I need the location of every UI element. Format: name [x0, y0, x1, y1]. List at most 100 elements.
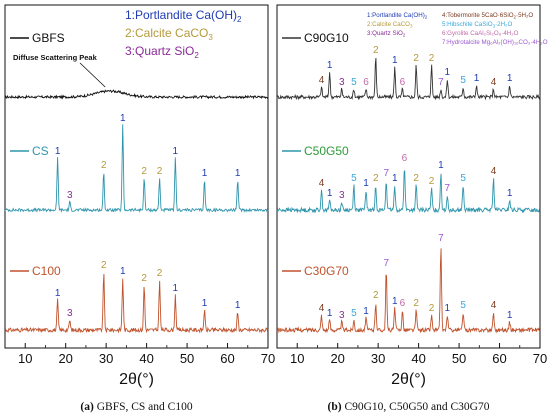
legend-text: 3:Quartz SiO: [367, 30, 403, 37]
legend-text: 1:Portlandite Ca(OH): [125, 8, 237, 22]
x-tick-label: 50: [452, 351, 466, 366]
series-name-label: GBFS: [32, 31, 65, 45]
x-tick-label: 70: [261, 351, 275, 366]
peak-label: 1: [173, 146, 179, 157]
peak-label: 2: [157, 268, 163, 279]
peak-label: 1: [445, 67, 451, 78]
peak-label: 1: [327, 308, 333, 319]
legend-entry: 5:Hibschite CaSiO3·2H₂O: [442, 21, 512, 29]
legend-text: 3:Quartz SiO: [125, 44, 194, 58]
x-axis-title: 2θ(°): [119, 371, 154, 388]
legend-tail: ·5H₂O: [516, 12, 533, 19]
peak-label: 2: [157, 166, 163, 177]
peak-label: 2: [141, 166, 147, 177]
legend-subscript: 3: [493, 24, 496, 29]
legend-text: 2:Calcite CaCO: [125, 26, 208, 40]
legend-subscript: 3: [410, 24, 413, 29]
legend-entry: 4:Tobermorite 5CaO·6SiO2·5H₂O: [442, 12, 533, 20]
peak-label: 5: [351, 173, 357, 184]
series-name-label: CS: [32, 144, 49, 158]
series-line-GBFS: [4, 89, 269, 100]
peak-label: 2: [429, 303, 435, 314]
plot-frame: [4, 4, 269, 349]
peak-label: 7: [438, 77, 444, 88]
peak-label: 1: [327, 60, 333, 71]
peak-label: 1: [55, 146, 61, 157]
peak-label: 5: [351, 77, 357, 88]
peak-label: 3: [339, 190, 345, 201]
peak-label: 1: [327, 188, 333, 199]
peak-label: 5: [460, 173, 466, 184]
caption-text: GBFS, CS and C100: [94, 401, 193, 413]
legend-entry: 3:Quartz SiO2: [367, 30, 406, 38]
peak-label: 1: [120, 266, 126, 277]
legend-subscript: 2: [403, 33, 406, 38]
x-tick-label: 20: [58, 351, 72, 366]
peak-label: 4: [491, 300, 497, 311]
peak-label: 3: [67, 190, 73, 201]
x-tick-label: 60: [220, 351, 234, 366]
peak-label: 7: [438, 233, 444, 244]
legend-entry: 2:Calcite CaCO3: [125, 26, 213, 42]
x-tick-label: 20: [330, 351, 344, 366]
peak-label: 1: [235, 168, 241, 179]
legend-subscript: 2: [194, 51, 199, 60]
annotation-arrow: [79, 62, 106, 88]
peak-label: 2: [141, 273, 147, 284]
peak-label: 3: [67, 308, 73, 319]
legend-entry: 7:Hydrotalcite Mg₆Al₂(OH)₁₆CO₃·4H₂O: [442, 39, 548, 46]
x-tick-label: 10: [18, 351, 32, 366]
peak-label: 2: [413, 173, 419, 184]
panel-a: 10 20 30 40 50 60 70 2θ(°) (a) GBFS, CS and C100…: [4, 4, 275, 413]
peak-label: 1: [507, 73, 513, 84]
peak-label: 6: [400, 298, 406, 309]
x-axis-title: 2θ(°): [391, 371, 426, 388]
peak-label: 1: [438, 160, 444, 171]
peak-label: 1: [392, 55, 398, 66]
peak-label: 1: [507, 310, 513, 321]
peak-label: 6: [363, 77, 369, 88]
peak-label: 4: [319, 178, 325, 189]
legend-text: 6:Gyrolite CaAl₂Si₂O₈·4H₂O: [442, 30, 519, 37]
legend-entry: 3:Quartz SiO2: [125, 44, 199, 60]
peak-label: 1: [392, 296, 398, 307]
peak-label: 1: [445, 303, 451, 314]
series-name-label: C90G10: [304, 31, 349, 45]
x-tick-label: 70: [533, 351, 547, 366]
series-line-CS: [4, 124, 269, 213]
peak-label: 1: [363, 306, 369, 317]
legend-text: 7:Hydrotalcite Mg₆Al₂(OH)₁₆CO₃·4H₂O: [442, 39, 548, 46]
peak-label: 1: [202, 168, 208, 179]
legend-entry: 2:Calcite CaCO3: [367, 21, 413, 29]
peak-label: 1: [120, 113, 126, 124]
peak-label: 1: [55, 288, 61, 299]
legend-entry: 6:Gyrolite CaAl₂Si₂O₈·4H₂O: [442, 30, 519, 37]
legend-text: 5:Hibschite CaSiO: [442, 21, 493, 28]
peak-label: 6: [400, 77, 406, 88]
peak-label: 2: [429, 176, 435, 187]
plot-frame: [276, 4, 541, 349]
peak-label: 5: [351, 308, 357, 319]
peak-label: 5: [460, 300, 466, 311]
panel-caption: (a) GBFS, CS and C100: [80, 401, 192, 413]
peak-label: 1: [363, 178, 369, 189]
x-tick-label: 30: [99, 351, 113, 366]
legend-subscript: 2: [237, 15, 242, 24]
series-name-label: C30G70: [304, 264, 349, 278]
peak-label: 7: [383, 258, 389, 269]
series-line-C90G10: [276, 57, 541, 101]
legend-entry: 1:Portlandite Ca(OH)2: [367, 12, 428, 20]
legend-subscript: 2: [514, 15, 517, 20]
series-name-label: C100: [32, 264, 61, 278]
x-tick-label: 40: [139, 351, 153, 366]
legend-tail: ·2H₂O: [495, 21, 512, 28]
peak-label: 4: [491, 166, 497, 177]
series-line-C30G70: [276, 248, 541, 334]
peak-label: 1: [507, 188, 513, 199]
peak-label: 7: [383, 168, 389, 179]
peak-label: 1: [392, 173, 398, 184]
series-line-C50G50: [276, 170, 541, 214]
peak-label: 4: [491, 77, 497, 88]
diffuse-annotation: Diffuse Scattering Peak: [13, 53, 98, 62]
